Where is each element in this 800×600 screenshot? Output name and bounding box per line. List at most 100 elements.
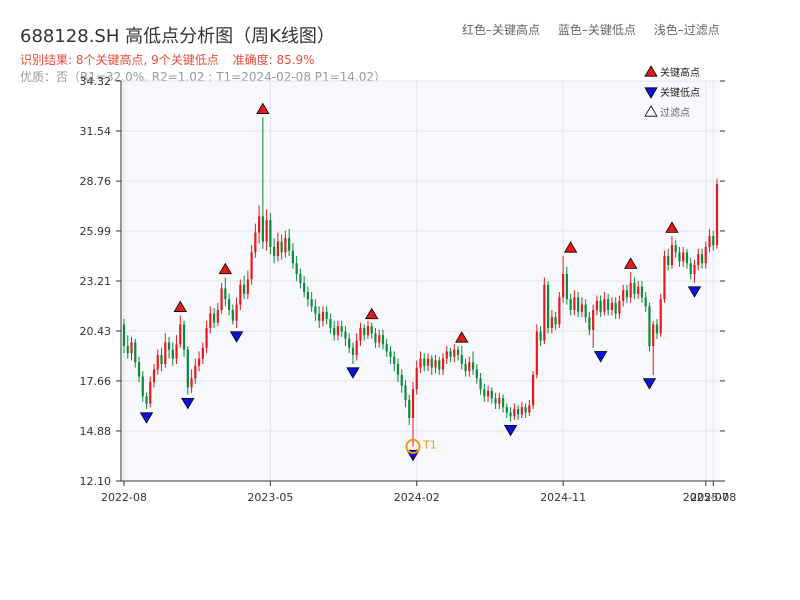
- candle-body: [708, 236, 711, 247]
- candle-body: [423, 358, 426, 366]
- candle: [700, 248, 704, 269]
- candle-body: [565, 273, 568, 300]
- candle-body: [490, 390, 493, 399]
- low-point-marker: [593, 351, 608, 363]
- candle-body: [685, 252, 689, 264]
- candle: [276, 232, 279, 262]
- candle-body: [550, 317, 553, 328]
- high-point-marker: [563, 241, 578, 253]
- candle-body: [167, 342, 171, 350]
- candle-body: [258, 216, 261, 233]
- candle: [652, 320, 655, 375]
- candle: [318, 306, 321, 328]
- candle: [291, 243, 294, 269]
- candle-body: [712, 236, 715, 246]
- t1-label: T1: [422, 438, 437, 451]
- candle: [243, 275, 246, 300]
- t1-ring: [405, 438, 421, 454]
- candle-body: [325, 311, 328, 319]
- low-point-marker: [503, 424, 518, 437]
- x-tick-label: 2025-07: [683, 491, 729, 504]
- candle: [227, 293, 231, 316]
- candle: [171, 342, 174, 366]
- candle: [333, 320, 336, 341]
- candle: [295, 255, 298, 282]
- candle-body: [182, 324, 186, 350]
- candle: [419, 351, 422, 373]
- candle: [663, 250, 666, 303]
- candle: [137, 356, 141, 382]
- candle-body: [577, 297, 580, 312]
- candles: [122, 117, 719, 447]
- candle-body: [336, 326, 340, 336]
- candle-body: [644, 297, 647, 307]
- candle: [209, 306, 212, 334]
- candle: [190, 369, 193, 393]
- candle: [640, 281, 644, 303]
- candle: [438, 356, 441, 375]
- candle-body: [130, 342, 133, 354]
- y-tick-label: 34.32: [80, 75, 112, 88]
- candle: [471, 351, 475, 375]
- candle: [528, 399, 531, 417]
- candle-body: [243, 284, 246, 294]
- candle-body: [254, 232, 257, 253]
- candle-body: [486, 390, 490, 397]
- candle: [685, 248, 689, 269]
- candle: [584, 299, 587, 323]
- candle-body: [659, 299, 662, 334]
- candle: [629, 272, 632, 303]
- candle: [269, 212, 272, 255]
- candle: [284, 230, 287, 258]
- candle: [535, 324, 538, 379]
- markers: T1: [139, 102, 702, 462]
- candle: [449, 347, 452, 363]
- candle: [610, 297, 614, 316]
- candle: [299, 268, 302, 289]
- candle: [655, 318, 659, 339]
- candle: [678, 246, 681, 267]
- candle: [164, 333, 167, 368]
- candle: [201, 342, 204, 364]
- candle-body: [453, 349, 456, 357]
- y-tick-label: 12.10: [80, 475, 112, 488]
- candle: [122, 318, 126, 354]
- candle-body: [329, 318, 332, 328]
- candle: [708, 228, 711, 253]
- candle-body: [524, 407, 527, 413]
- candle-body: [378, 335, 381, 343]
- candle: [197, 351, 201, 372]
- candle: [468, 356, 471, 377]
- candle: [659, 293, 662, 337]
- candle: [273, 237, 276, 264]
- candle-body: [381, 335, 385, 345]
- candle: [550, 309, 553, 334]
- candle: [288, 228, 291, 256]
- candle: [693, 259, 696, 283]
- candle: [254, 223, 257, 258]
- candle-body: [152, 369, 156, 382]
- candle: [175, 335, 178, 364]
- y-tick-label: 20.43: [80, 325, 112, 338]
- candle: [490, 387, 493, 404]
- candle-body: [396, 363, 400, 375]
- candle-body: [554, 317, 557, 325]
- candle-body: [700, 254, 704, 264]
- x-tick-label: 2022-08: [101, 491, 147, 504]
- candle: [156, 349, 159, 375]
- candle-body: [603, 299, 606, 312]
- candle-body: [498, 398, 501, 404]
- candle: [231, 304, 234, 325]
- low-point-marker: [346, 367, 360, 379]
- candle-body: [426, 358, 430, 366]
- candle-body: [693, 264, 696, 274]
- candle: [460, 345, 463, 370]
- candle-body: [584, 304, 587, 318]
- candle-body: [655, 324, 659, 334]
- candle-body: [149, 381, 152, 404]
- candle: [622, 284, 625, 307]
- candle-body: [479, 378, 482, 390]
- candle-body: [126, 345, 129, 354]
- top-legend: 红色–关键高点 蓝色–关键低点 浅色–过滤点: [462, 21, 734, 38]
